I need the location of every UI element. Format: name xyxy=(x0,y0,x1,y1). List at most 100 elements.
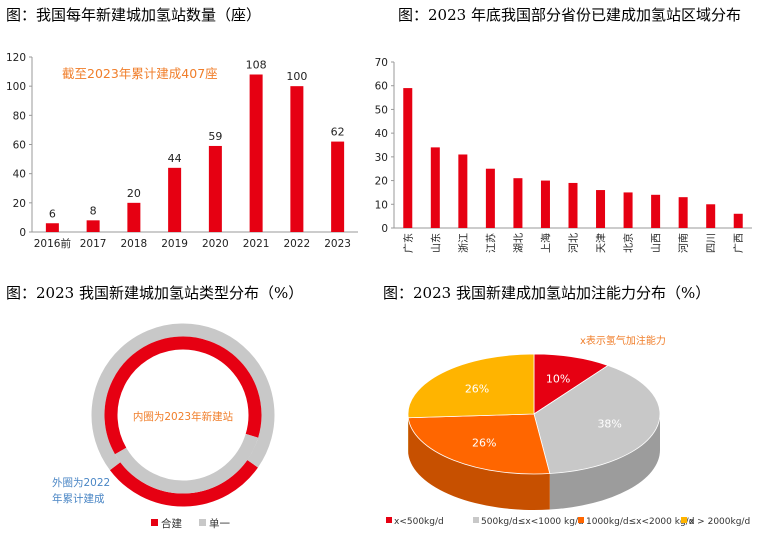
y-tick-label: 80 xyxy=(13,110,26,122)
legend-label: x > 2000kg/d xyxy=(689,517,750,527)
data-label: 62 xyxy=(331,126,345,139)
outer-ring-segment xyxy=(91,323,275,471)
x-tick-label: 湖北 xyxy=(513,233,525,253)
bar xyxy=(208,145,222,232)
y-tick-label: 50 xyxy=(375,104,388,116)
annotation-cumulative: 截至2023年累计建成407座 xyxy=(62,66,218,81)
x-tick-label: 河北 xyxy=(568,233,580,253)
data-label: 108 xyxy=(246,59,267,72)
legend-swatch-single xyxy=(199,519,206,526)
y-tick-label: 0 xyxy=(19,227,26,239)
bar xyxy=(706,204,716,228)
slice-value-label: 26% xyxy=(465,383,489,396)
x-tick-label: 2023 xyxy=(324,238,351,250)
bar xyxy=(458,154,468,228)
bar xyxy=(623,192,633,228)
x-tick-label: 2017 xyxy=(80,238,107,250)
x-tick-label: 2021 xyxy=(243,238,270,250)
bar xyxy=(168,167,182,232)
data-label: 6 xyxy=(49,207,56,220)
bar xyxy=(568,182,578,228)
province-bar-chart: 0 10 20 30 40 50 60 70 广东 山东 浙江 江苏 湖北 上海 河北 天津 北京 山西 河南 四川… xyxy=(375,57,752,253)
bar xyxy=(331,141,345,232)
x-tick-label: 2016前 xyxy=(34,237,71,250)
data-label: 8 xyxy=(90,204,97,217)
capacity-pie-chart: 10% 38% 26% 26% x表示氢气加注能力 x<500kg/d 500kg/d≤… xyxy=(386,334,750,527)
x-tick-label: 2018 xyxy=(121,238,148,250)
x-tick-label: 2020 xyxy=(202,238,229,250)
bar xyxy=(86,220,100,232)
x-tick-label: 2022 xyxy=(284,238,311,250)
data-label: 100 xyxy=(286,70,307,83)
legend-label: 500kg/d≤x<1000 kg/d xyxy=(481,517,584,527)
chart-title-province-distribution: 图：2023 年底我国部分省份已建成加氢站区域分布 xyxy=(398,6,741,24)
y-tick-label: 40 xyxy=(13,169,26,181)
pie-slice xyxy=(407,353,535,419)
legend-swatch xyxy=(386,517,392,523)
inner-ring-label: 内圈为2023年新建站 xyxy=(133,410,234,423)
pie-side xyxy=(408,417,550,510)
x-tick-label: 天津 xyxy=(596,233,608,253)
bar xyxy=(733,213,743,228)
bar xyxy=(430,147,440,228)
outer-ring-label-line1: 外圈为2022 xyxy=(52,477,110,489)
x-tick-label: 江苏 xyxy=(484,233,497,253)
y-tick-label: 30 xyxy=(375,152,388,164)
y-tick-label: 60 xyxy=(13,140,26,152)
data-label: 20 xyxy=(127,187,141,200)
chart-title-station-type: 图：2023 我国新建城加氢站类型分布（%） xyxy=(6,284,304,302)
pie-annotation: x表示氢气加注能力 xyxy=(580,334,666,347)
x-tick-label: 北京 xyxy=(622,233,635,253)
bar xyxy=(540,180,550,228)
y-tick-label: 20 xyxy=(13,198,26,210)
bar xyxy=(651,194,661,228)
inner-ring-segment xyxy=(104,336,262,455)
legend-label: x<500kg/d xyxy=(394,517,444,527)
legend-label: 1000kg/d≤x<2000 kg/d xyxy=(586,517,694,527)
data-label: 59 xyxy=(208,130,222,143)
chart-title-fill-capacity: 图：2023 我国新建成加氢站加注能力分布（%） xyxy=(383,284,711,302)
inner-ring-segment xyxy=(115,433,259,494)
pie-slice xyxy=(407,413,551,475)
bar xyxy=(127,202,141,232)
y-tick-label: 0 xyxy=(381,223,388,235)
legend-swatch xyxy=(473,517,479,523)
x-tick-label: 2019 xyxy=(161,238,188,250)
y-tick-label: 100 xyxy=(6,81,26,93)
bar xyxy=(596,190,606,228)
annual-bar-chart: 0 20 40 60 80 100 120 6 2016前 8 2017 20 2018 44 2019 5… xyxy=(6,52,358,250)
x-tick-label: 山西 xyxy=(651,233,663,253)
data-label: 44 xyxy=(168,152,182,165)
pie-side xyxy=(549,414,660,510)
legend-label-single: 单一 xyxy=(209,518,230,530)
legend-label-combined: 合建 xyxy=(161,517,182,530)
legend-swatch xyxy=(578,517,584,523)
pie-slice xyxy=(533,353,609,415)
bar xyxy=(45,223,59,232)
x-tick-label: 山东 xyxy=(429,233,442,253)
outer-ring-label-line2: 年累计建成 xyxy=(52,492,105,505)
bar xyxy=(678,197,688,228)
bar xyxy=(290,86,304,233)
x-tick-label: 浙江 xyxy=(458,233,470,253)
y-tick-label: 120 xyxy=(6,52,26,64)
bar xyxy=(403,88,413,228)
legend-swatch xyxy=(681,517,687,523)
y-tick-label: 10 xyxy=(375,199,388,211)
x-tick-label: 四川 xyxy=(707,233,718,253)
bar xyxy=(485,168,495,228)
y-tick-label: 40 xyxy=(375,128,388,140)
pie-slice xyxy=(533,365,661,474)
slice-value-label: 38% xyxy=(597,417,621,430)
x-tick-label: 河南 xyxy=(677,233,690,253)
y-tick-label: 70 xyxy=(375,57,388,69)
slice-value-label: 10% xyxy=(546,373,570,386)
legend-swatch-combined xyxy=(151,519,158,526)
y-tick-label: 20 xyxy=(375,176,388,188)
x-tick-label: 广东 xyxy=(402,233,415,253)
x-tick-label: 上海 xyxy=(539,233,552,253)
double-ring-chart: 内圈为2023年新建站 外圈为2022 年累计建成 合建 单一 xyxy=(52,323,275,530)
chart-title-annual-stations: 图：我国每年新建城加氢站数量（座） xyxy=(6,6,262,24)
bar xyxy=(513,178,523,228)
